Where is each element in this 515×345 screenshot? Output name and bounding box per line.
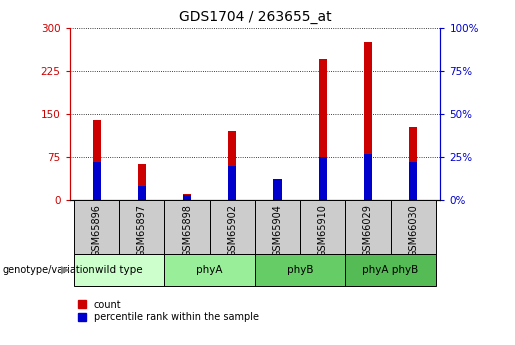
Bar: [183, 194, 191, 200]
Bar: [409, 127, 417, 200]
Text: phyA phyB: phyA phyB: [363, 265, 419, 275]
Bar: [255, 254, 346, 286]
Bar: [164, 200, 210, 254]
Text: GSM65902: GSM65902: [227, 204, 237, 257]
Bar: [183, 195, 191, 200]
Bar: [346, 254, 436, 286]
Text: GSM65897: GSM65897: [137, 204, 147, 257]
Text: ▶: ▶: [61, 265, 70, 275]
Bar: [319, 59, 327, 200]
Legend: count, percentile rank within the sample: count, percentile rank within the sample: [74, 296, 263, 326]
Bar: [93, 162, 101, 200]
Bar: [364, 154, 372, 200]
Bar: [364, 42, 372, 200]
Text: GSM66029: GSM66029: [363, 204, 373, 257]
Bar: [228, 131, 236, 200]
Bar: [300, 200, 346, 254]
Bar: [255, 200, 300, 254]
Bar: [119, 200, 164, 254]
Text: phyA: phyA: [196, 265, 223, 275]
Bar: [228, 166, 236, 200]
Text: GSM66030: GSM66030: [408, 204, 418, 257]
Bar: [319, 157, 327, 200]
Text: GSM65896: GSM65896: [92, 204, 101, 257]
Text: genotype/variation: genotype/variation: [3, 265, 95, 275]
Bar: [138, 186, 146, 200]
Text: phyB: phyB: [287, 265, 314, 275]
Text: GSM65910: GSM65910: [318, 204, 328, 257]
Bar: [273, 197, 282, 200]
Bar: [74, 200, 119, 254]
Text: GSM65904: GSM65904: [272, 204, 283, 257]
Bar: [273, 179, 282, 200]
Text: GSM65898: GSM65898: [182, 204, 192, 257]
Bar: [164, 254, 255, 286]
Bar: [93, 120, 101, 200]
Bar: [210, 200, 255, 254]
Bar: [74, 254, 164, 286]
Bar: [409, 162, 417, 200]
Bar: [138, 165, 146, 200]
Title: GDS1704 / 263655_at: GDS1704 / 263655_at: [179, 10, 331, 24]
Bar: [346, 200, 390, 254]
Text: wild type: wild type: [95, 265, 143, 275]
Bar: [390, 200, 436, 254]
